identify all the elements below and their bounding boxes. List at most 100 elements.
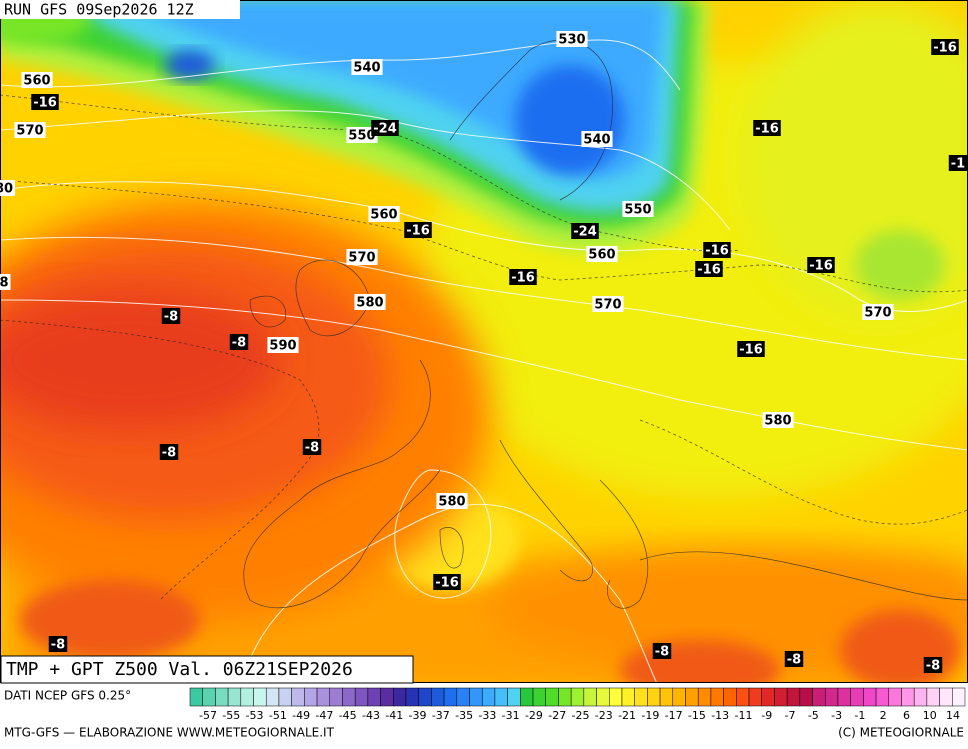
legend-label: -49 — [292, 709, 310, 722]
temperature-label-box — [695, 261, 723, 277]
legend-swatch — [443, 687, 458, 707]
geopotential-label-box — [586, 246, 618, 262]
coastlines — [243, 39, 968, 609]
legend-swatch — [329, 687, 343, 707]
geopotential-label-box — [267, 337, 299, 353]
legend-label: 2 — [880, 709, 887, 722]
map-labels: 530 540 560 570 550 540 560 550 560 570 580 570 590 5… — [0, 31, 968, 674]
legend-swatch — [431, 687, 445, 707]
temperature-label-box — [302, 439, 322, 455]
temperature-label: -8 — [305, 441, 319, 456]
legend-swatch — [532, 687, 546, 707]
temperature-label-box — [509, 269, 537, 285]
temperature-label-box — [737, 341, 765, 357]
temperature-label-group: -24 — [371, 120, 399, 137]
legend-swatch — [926, 687, 940, 707]
legend-label: -17 — [665, 709, 683, 722]
temperature-label-group: -8 — [48, 636, 68, 653]
legend-swatch — [367, 687, 381, 707]
legend-swatch — [380, 687, 394, 707]
run-label: RUN GFS 09Sep2026 12Z — [4, 1, 194, 19]
legend-swatch — [761, 687, 775, 707]
temperature-label: -24 — [573, 225, 597, 240]
geopotential-label: 570 — [594, 298, 621, 313]
geopotential-label-box — [556, 31, 588, 47]
title-box — [0, 655, 414, 684]
geopotential-label: 540 — [583, 133, 610, 148]
legend-swatch — [786, 687, 801, 707]
legend-swatch — [494, 687, 508, 707]
legend-label: -7 — [785, 709, 796, 722]
geopotential-label-group: 560 — [586, 246, 618, 263]
geopotential-label: 8 — [0, 276, 9, 291]
legend-swatch — [901, 687, 915, 707]
geopotential-label-box — [368, 206, 400, 222]
legend: DATI NCEP GFS 0.25° -57 -55 -53 -51 -49 -47 -4… — [4, 687, 966, 722]
geopotential-label-group: 550 — [346, 127, 378, 144]
temperature-label-group: -16 — [807, 257, 835, 274]
temperature-label: -16 — [705, 244, 729, 259]
legend-label: -29 — [525, 709, 543, 722]
legend-label: -43 — [362, 709, 380, 722]
temperature-label-box — [703, 242, 731, 258]
geopotential-label: 540 — [353, 61, 380, 76]
legend-swatch — [265, 687, 280, 707]
geopotential-label-group: 570 — [14, 122, 46, 139]
geopotential-label-box — [592, 296, 624, 312]
isotherms — [0, 94, 968, 601]
temperature-label-box — [371, 120, 399, 136]
temperature-label: -16 — [511, 271, 535, 286]
legend-label: -9 — [761, 709, 772, 722]
legend-label: -45 — [339, 709, 357, 722]
legend-swatch — [583, 687, 597, 707]
legend-swatch — [824, 687, 839, 707]
legend-swatch — [939, 687, 953, 707]
legend-swatch — [609, 687, 623, 707]
legend-swatch — [812, 687, 826, 707]
legend-swatch — [672, 687, 686, 707]
title: TMP + GPT Z500 Val. 06Z21SEP2026 — [6, 659, 353, 680]
temperature-label-box — [229, 334, 249, 350]
geopotential-label-group: 570 — [592, 296, 624, 313]
geopotential-label-box — [21, 72, 53, 88]
temperature-label-group: -8 — [302, 439, 322, 456]
geopotential-label: 550 — [348, 129, 375, 144]
legend-swatch — [240, 687, 254, 707]
temperature-label-box — [571, 223, 599, 239]
footer-right: (C) METEOGIORNALE — [838, 726, 964, 740]
geopotential-label-box — [581, 131, 613, 147]
temperature-label-box — [784, 651, 804, 667]
legend-label: -31 — [502, 709, 520, 722]
temperature-label: -8 — [162, 446, 176, 461]
temperature-label-group: -16 — [509, 269, 537, 286]
temperature-label-group: -16 — [753, 120, 781, 137]
legend-label: -37 — [432, 709, 450, 722]
temperature-label: -8 — [787, 653, 801, 668]
map-field — [0, 0, 968, 683]
temperature-label: -8 — [655, 645, 669, 660]
geopotential-label-group: 550 — [622, 201, 654, 218]
legend-swatch — [520, 687, 534, 707]
geopotential-label-group: 560 — [368, 206, 400, 223]
geopotential-label: 590 — [269, 339, 296, 354]
geopotential-label-group: 530 — [556, 31, 588, 48]
legend-label: -23 — [595, 709, 613, 722]
legend-swatch — [634, 687, 648, 707]
temperature-label-box — [652, 643, 672, 659]
geopotential-label-box — [0, 180, 16, 196]
legend-swatch — [710, 687, 724, 707]
geopotential-label: 560 — [23, 74, 50, 89]
temperature-label-box — [931, 39, 959, 55]
legend-swatch — [659, 687, 674, 707]
temperature-label-group: -8 — [229, 334, 249, 351]
data-source: DATI NCEP GFS 0.25° — [4, 689, 131, 703]
footer-left: MTG-GFS — ELABORAZIONE WWW.METEOGIORNALE… — [4, 726, 335, 740]
legend-swatch — [863, 687, 877, 707]
isolines — [0, 39, 968, 683]
legend-swatch — [354, 687, 369, 707]
legend-swatch — [647, 687, 661, 707]
temperature-label-group: -1 — [948, 155, 968, 172]
temperature-label-group: -8 — [159, 444, 179, 461]
geopotential-label-group: 580 — [762, 412, 794, 429]
